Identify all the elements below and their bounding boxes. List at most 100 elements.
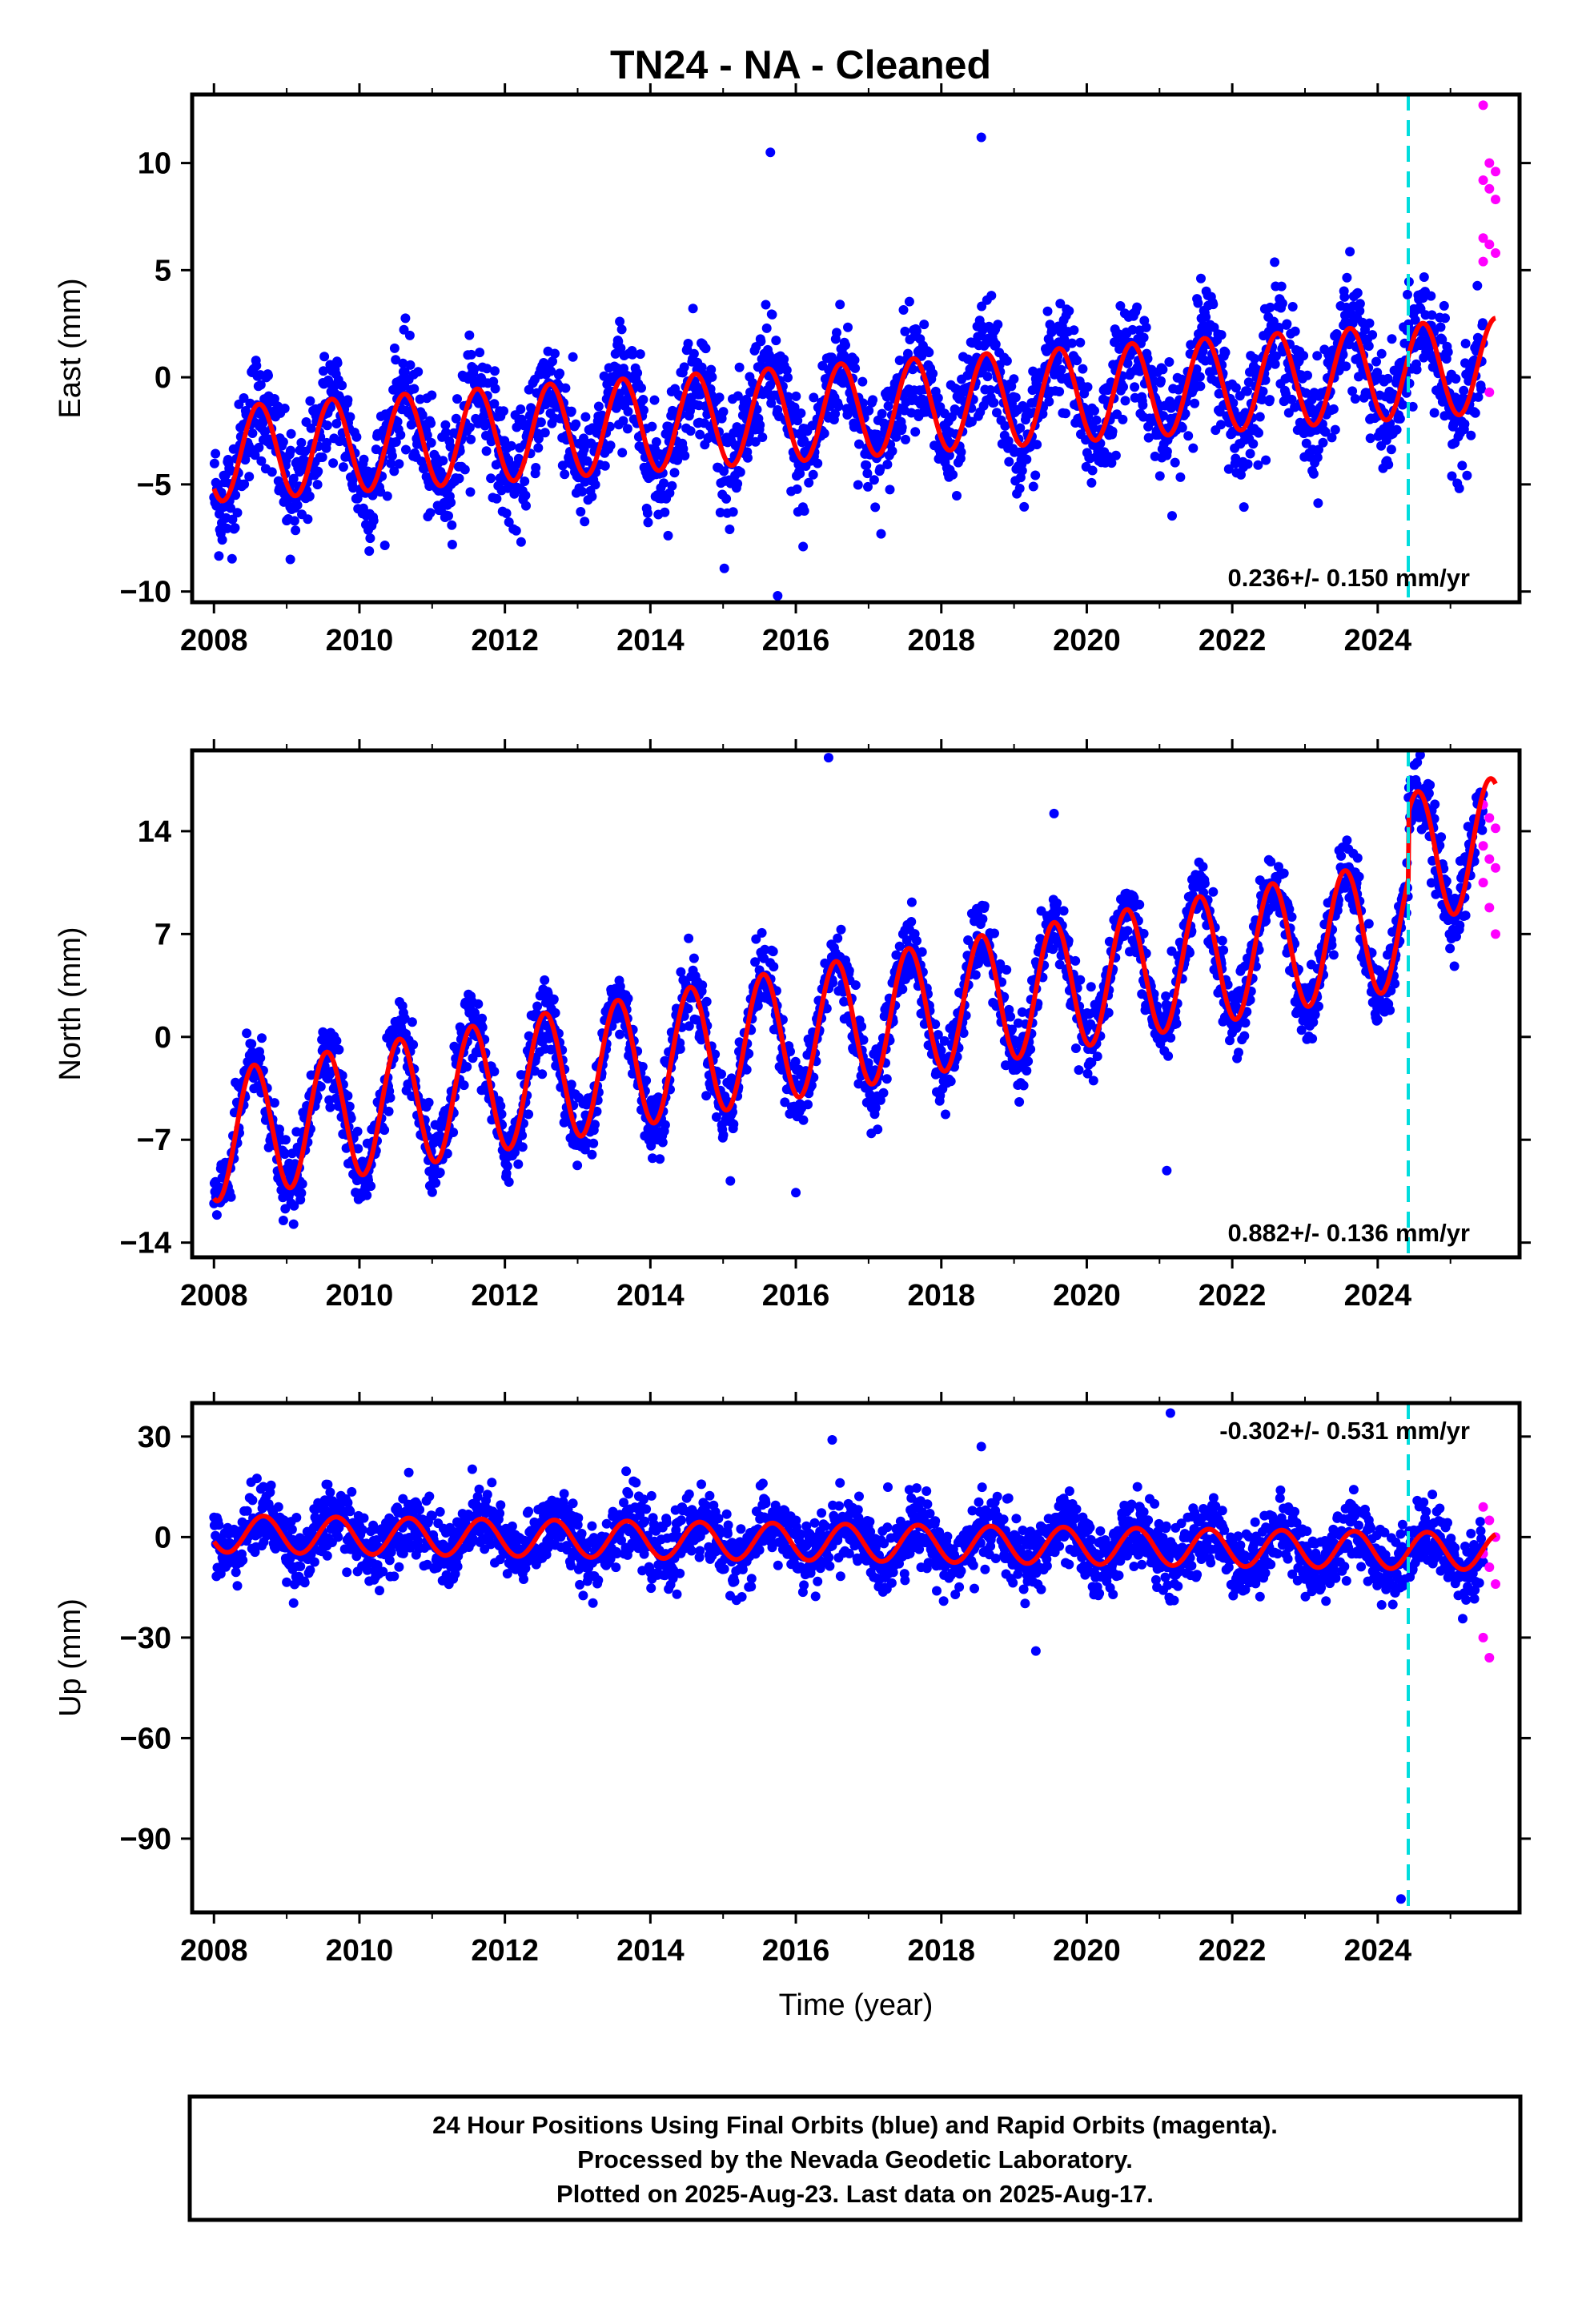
final-orbit-point	[791, 391, 801, 401]
final-orbit-point	[792, 484, 802, 494]
final-orbit-point	[796, 408, 806, 418]
final-orbit-point	[1118, 382, 1128, 392]
final-orbit-point	[1314, 1001, 1323, 1011]
final-orbit-point	[1308, 468, 1319, 479]
final-orbit-point	[304, 491, 315, 501]
final-orbit-point	[328, 458, 339, 468]
final-orbit-point	[389, 343, 400, 353]
final-orbit-point	[849, 355, 860, 365]
final-orbit-point	[1130, 382, 1140, 392]
final-orbit-point	[504, 455, 514, 465]
final-orbit-point	[735, 467, 745, 477]
final-orbit-point	[460, 464, 470, 475]
final-orbit-point	[600, 460, 610, 471]
final-orbit-point	[1022, 1066, 1032, 1076]
final-orbit-point	[1313, 498, 1323, 509]
final-orbit-point	[725, 525, 735, 534]
final-orbit-point	[1132, 302, 1142, 312]
final-orbit-point	[572, 1160, 583, 1171]
final-orbit-point	[1190, 398, 1200, 408]
final-orbit-point	[1070, 955, 1081, 966]
final-orbit-point	[1208, 300, 1219, 310]
final-orbit-point	[566, 1080, 576, 1090]
final-orbit-point	[454, 473, 464, 484]
final-orbit-point	[568, 352, 578, 362]
final-orbit-point	[427, 1187, 437, 1197]
final-orbit-point	[1208, 887, 1219, 897]
rapid-orbit-point	[1478, 100, 1488, 111]
final-orbit-point	[232, 508, 243, 518]
final-orbit-point	[383, 1106, 394, 1116]
final-orbit-point	[1134, 899, 1145, 910]
final-orbit-point	[1248, 439, 1259, 449]
final-orbit-point	[1386, 444, 1396, 455]
final-orbit-point	[757, 927, 767, 938]
final-orbit-point	[1216, 330, 1227, 340]
east-x-tick-label: 2014	[616, 624, 685, 657]
final-orbit-point	[214, 551, 224, 561]
final-orbit-point	[906, 897, 917, 907]
final-orbit-point	[946, 1076, 956, 1087]
final-orbit-point	[385, 1092, 396, 1103]
final-orbit-point	[717, 1069, 726, 1080]
final-orbit-point	[348, 483, 359, 493]
final-orbit-point	[263, 371, 273, 380]
final-orbit-point	[695, 429, 705, 440]
final-orbit-point	[587, 492, 597, 501]
final-orbit-point	[832, 328, 841, 338]
final-orbit-point	[289, 516, 299, 526]
final-orbit-point	[590, 480, 600, 490]
final-orbit-point	[325, 1102, 335, 1112]
final-orbit-point	[580, 517, 590, 527]
final-orbit-point	[1161, 991, 1171, 1001]
final-orbit-point	[1199, 879, 1210, 889]
final-orbit-point	[481, 446, 492, 456]
final-orbit-point	[635, 349, 645, 360]
final-orbit-point	[1239, 1031, 1250, 1041]
east-x-tick-label: 2018	[907, 624, 975, 657]
final-orbit-point	[768, 947, 778, 957]
final-orbit-point	[1462, 470, 1472, 480]
final-orbit-point	[365, 533, 375, 544]
final-orbit-point	[789, 402, 800, 412]
final-orbit-point	[367, 490, 378, 501]
final-orbit-point	[615, 316, 625, 327]
final-orbit-point	[257, 1033, 267, 1043]
final-orbit-point	[1078, 364, 1088, 374]
final-orbit-point	[1196, 273, 1206, 283]
final-orbit-point	[358, 503, 368, 513]
final-orbit-point	[1074, 1065, 1084, 1076]
final-orbit-point	[1014, 1097, 1025, 1107]
final-orbit-point	[319, 352, 330, 362]
final-orbit-point	[1030, 470, 1041, 480]
final-orbit-point	[560, 469, 570, 480]
final-orbit-point	[571, 419, 581, 429]
final-orbit-point	[989, 397, 999, 408]
final-orbit-point	[230, 523, 240, 533]
final-orbit-point	[426, 437, 436, 448]
final-orbit-point	[941, 1109, 950, 1120]
final-orbit-point	[1069, 325, 1079, 336]
final-orbit-point	[490, 384, 500, 394]
final-orbit-point	[1138, 332, 1149, 343]
final-orbit-point	[435, 1168, 445, 1178]
final-orbit-point	[466, 434, 476, 444]
final-orbit-point	[1086, 982, 1096, 992]
final-orbit-point	[641, 1076, 652, 1086]
final-orbit-point	[1032, 440, 1042, 450]
final-orbit-point	[755, 420, 765, 430]
east-x-tick-label: 2008	[180, 624, 248, 657]
final-orbit-point	[1345, 247, 1355, 257]
final-orbit-point	[1044, 396, 1054, 407]
final-orbit-point	[861, 460, 872, 470]
final-orbit-point	[255, 380, 266, 390]
final-orbit-point	[286, 445, 295, 456]
final-orbit-point	[431, 1178, 441, 1188]
final-orbit-point	[550, 1007, 560, 1018]
final-orbit-point	[1472, 280, 1483, 291]
final-orbit-point	[536, 417, 546, 428]
rapid-orbit-point	[1491, 167, 1501, 177]
final-orbit-point	[279, 404, 290, 413]
final-orbit-point	[1341, 361, 1351, 372]
